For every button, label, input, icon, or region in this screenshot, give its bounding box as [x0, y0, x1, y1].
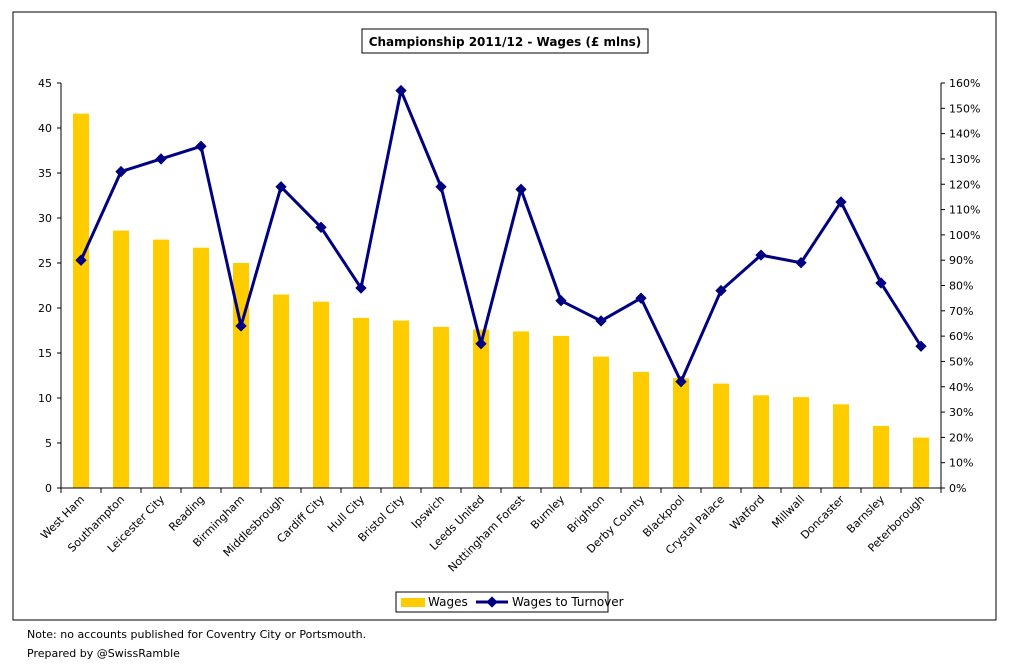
chart-title: Championship 2011/12 - Wages (£ mlns)	[369, 35, 642, 49]
line-point	[755, 249, 767, 261]
right-tick-label: 80%	[949, 280, 973, 293]
left-y-axis: 0 5 10 15 20 25 30 35 40 45	[38, 77, 62, 495]
left-tick-label: 25	[38, 257, 52, 270]
note-text: Note: no accounts published for Coventry…	[27, 628, 367, 641]
line-point	[675, 376, 687, 388]
right-tick-label: 40%	[949, 381, 973, 394]
bar-wages	[313, 301, 329, 488]
line-wages-to-turnover	[79, 89, 923, 384]
line-point	[155, 153, 167, 165]
left-tick-label: 5	[45, 437, 52, 450]
bar-wages	[913, 437, 929, 488]
left-tick-label: 10	[38, 392, 52, 405]
legend-label-wages: Wages	[428, 595, 468, 609]
line-point	[315, 221, 327, 233]
bar-series-wages	[73, 113, 929, 488]
line-point	[595, 315, 607, 327]
bar-wages	[193, 247, 209, 488]
bar-wages	[593, 356, 609, 488]
line-point	[635, 292, 647, 304]
right-tick-label: 150%	[949, 102, 980, 115]
title-box	[361, 28, 649, 54]
line-point	[715, 284, 727, 297]
right-tick-label: 20%	[949, 431, 973, 444]
left-tick-label: 45	[38, 77, 52, 90]
right-tick-label: 120%	[949, 178, 980, 191]
bar-wages	[393, 320, 409, 488]
chart-border	[12, 11, 997, 621]
bar-wages	[553, 335, 569, 488]
bar-wages	[513, 331, 529, 488]
right-tick-label: 70%	[949, 305, 973, 318]
bar-wages	[433, 326, 449, 488]
prepared-by-text: Prepared by @SwissRamble	[27, 647, 180, 660]
right-tick-label: 0%	[949, 482, 966, 495]
bar-wages	[633, 371, 649, 488]
bar-wages	[713, 383, 729, 488]
right-tick-label: 130%	[949, 153, 980, 166]
line-point	[475, 338, 487, 350]
right-tick-label: 60%	[949, 330, 973, 343]
right-tick-label: 160%	[949, 77, 980, 90]
bar-wages	[153, 239, 169, 488]
line-point	[275, 181, 287, 193]
bar-wages	[473, 329, 489, 488]
right-tick-label: 10%	[949, 457, 973, 470]
chart: Championship 2011/12 - Wages (£ mlns) 0 5…	[12, 11, 997, 621]
line-point	[235, 320, 247, 332]
right-tick-label: 90%	[949, 254, 973, 267]
right-tick-label: 100%	[949, 229, 980, 242]
bar-wages	[113, 230, 129, 488]
left-tick-label: 30	[38, 212, 52, 225]
right-tick-label: 140%	[949, 128, 980, 141]
line-point	[915, 340, 927, 352]
right-tick-label: 30%	[949, 406, 973, 419]
line-point	[555, 295, 567, 307]
line-point	[435, 181, 447, 193]
line-point	[355, 282, 367, 294]
line-point	[795, 257, 807, 269]
left-tick-label: 35	[38, 167, 52, 180]
right-tick-label: 110%	[949, 204, 980, 217]
line-point	[195, 140, 207, 152]
left-tick-label: 20	[38, 302, 52, 315]
right-y-axis: 0% 10% 20% 30% 40% 50% 60% 70% 80% 90% 100% 110% 120…	[940, 77, 980, 495]
left-tick-label: 15	[38, 347, 52, 360]
bar-wages	[73, 113, 89, 488]
left-tick-label: 40	[38, 122, 52, 135]
bar-wages	[753, 395, 769, 488]
right-tick-label: 50%	[949, 355, 973, 368]
bar-wages	[273, 294, 289, 488]
legend-label-wages-to-turnover: Wages to Turnover	[512, 595, 624, 609]
bar-wages	[233, 263, 249, 488]
line-point	[835, 196, 847, 208]
bar-wages	[353, 317, 369, 488]
line-series-wages-to-turnover	[75, 84, 927, 388]
bar-wages	[833, 404, 849, 488]
line-point	[875, 277, 887, 289]
bar-wages	[793, 397, 809, 488]
line-point	[515, 183, 527, 195]
left-tick-label: 0	[45, 482, 52, 495]
bar-wages	[873, 425, 889, 488]
bar-wages	[673, 378, 689, 488]
legend: Wages Wages to Turnover	[395, 591, 624, 613]
legend-swatch-wages	[401, 598, 425, 607]
legend-swatch-marker	[486, 596, 498, 608]
